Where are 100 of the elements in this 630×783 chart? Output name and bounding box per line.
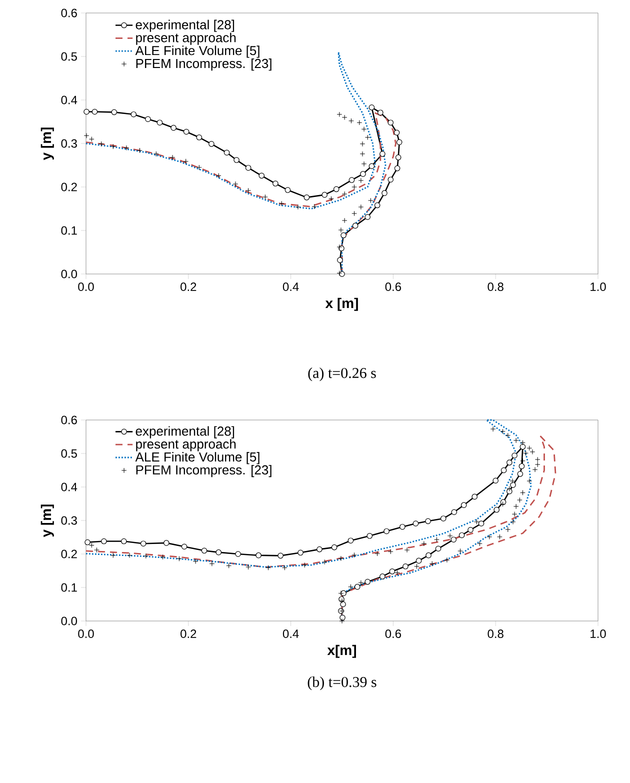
x-tick-label: 0.6 bbox=[385, 282, 402, 292]
point bbox=[510, 482, 516, 488]
point bbox=[266, 565, 271, 570]
point bbox=[209, 561, 215, 566]
legend-label: experimental [28] bbox=[136, 426, 234, 438]
point bbox=[368, 198, 374, 204]
point bbox=[342, 191, 348, 197]
x-tick-label: 0.6 bbox=[385, 630, 402, 638]
point bbox=[298, 550, 304, 556]
y-tick-label: 0.1 bbox=[61, 226, 77, 235]
point bbox=[435, 546, 442, 552]
point bbox=[338, 590, 344, 596]
x-tick-label: 0.8 bbox=[488, 282, 504, 292]
point bbox=[302, 562, 308, 568]
y-tick-label: 0.5 bbox=[61, 52, 77, 61]
point bbox=[278, 552, 284, 559]
point bbox=[360, 141, 366, 147]
x-tick-label: 0.2 bbox=[180, 630, 196, 638]
point bbox=[176, 556, 182, 562]
x-tick-label: 0.2 bbox=[180, 282, 196, 292]
point bbox=[414, 564, 420, 570]
point bbox=[110, 552, 116, 558]
point bbox=[382, 190, 388, 196]
point bbox=[111, 109, 118, 116]
legend-label: ALE Finite Volume [5] bbox=[135, 452, 260, 464]
point bbox=[512, 452, 518, 458]
point bbox=[450, 536, 457, 542]
point bbox=[258, 172, 265, 179]
point bbox=[339, 618, 345, 624]
point bbox=[500, 467, 507, 474]
point bbox=[137, 148, 142, 154]
point bbox=[196, 164, 202, 170]
point bbox=[426, 552, 432, 558]
legend-label: ALE Finite Volume [5] bbox=[135, 46, 260, 58]
point bbox=[494, 506, 500, 513]
point bbox=[520, 440, 526, 446]
point bbox=[532, 466, 538, 472]
y-tick-label: 0.3 bbox=[61, 139, 77, 148]
point bbox=[394, 570, 400, 576]
legend-label: PFEM Incompress. [23] bbox=[136, 464, 272, 478]
point bbox=[416, 558, 422, 564]
point bbox=[402, 563, 408, 570]
legend-label: experimental [28] bbox=[136, 20, 234, 32]
point bbox=[366, 533, 373, 539]
point bbox=[322, 192, 328, 198]
point bbox=[339, 271, 345, 277]
point bbox=[256, 552, 262, 558]
point bbox=[354, 584, 360, 590]
point bbox=[110, 144, 116, 150]
point bbox=[388, 549, 394, 554]
point bbox=[160, 554, 166, 560]
point bbox=[380, 151, 386, 157]
text: (a) t=0.26 s bbox=[308, 368, 376, 382]
point bbox=[378, 110, 384, 116]
y-tick-label: 0.0 bbox=[61, 616, 78, 626]
point bbox=[348, 584, 354, 590]
y-axis-title: y [m] bbox=[40, 128, 54, 160]
point bbox=[183, 128, 190, 135]
point bbox=[364, 578, 370, 585]
point bbox=[421, 540, 427, 546]
point bbox=[183, 158, 188, 164]
point bbox=[98, 141, 104, 147]
point bbox=[336, 112, 342, 117]
y-tick-label: 0.0 bbox=[61, 270, 78, 278]
x-tick-label: 0.4 bbox=[282, 282, 299, 292]
x-tick-label: 0.8 bbox=[488, 630, 504, 638]
point bbox=[338, 227, 344, 233]
point bbox=[145, 116, 151, 122]
point bbox=[520, 490, 526, 496]
point bbox=[232, 181, 238, 187]
point bbox=[92, 108, 98, 115]
point bbox=[505, 432, 511, 438]
point bbox=[130, 111, 137, 118]
point bbox=[506, 460, 512, 466]
point bbox=[458, 532, 465, 538]
point bbox=[126, 552, 132, 558]
point bbox=[342, 218, 348, 224]
point bbox=[278, 200, 284, 206]
point bbox=[352, 552, 357, 558]
point bbox=[468, 526, 474, 533]
point bbox=[246, 564, 251, 570]
point bbox=[94, 547, 100, 553]
point bbox=[170, 154, 176, 160]
point bbox=[396, 139, 402, 146]
point bbox=[425, 518, 431, 524]
point bbox=[336, 270, 342, 276]
point bbox=[526, 445, 532, 451]
y-tick-label: 0.3 bbox=[61, 516, 77, 525]
x-tick-label: 1.0 bbox=[590, 282, 606, 292]
point bbox=[520, 444, 526, 450]
point bbox=[395, 154, 402, 160]
point bbox=[444, 557, 450, 563]
point bbox=[196, 134, 202, 140]
point bbox=[380, 574, 386, 580]
point bbox=[506, 486, 512, 492]
point bbox=[358, 204, 364, 210]
point bbox=[84, 539, 90, 546]
point bbox=[143, 553, 149, 559]
point bbox=[490, 426, 496, 432]
point bbox=[262, 194, 268, 200]
